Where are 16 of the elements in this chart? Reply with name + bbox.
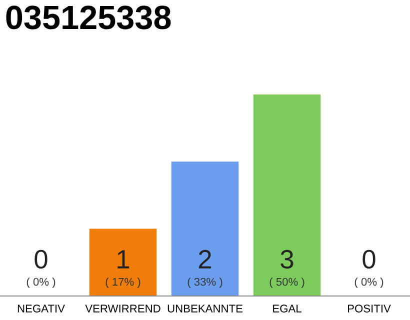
annotation: ( 17% ) xyxy=(106,278,140,288)
x-tick-label: UNBEKANNTE xyxy=(168,304,242,312)
annotation: ( 33% ) xyxy=(188,278,222,288)
x-tick-label: EGAL xyxy=(273,304,302,312)
annotation: ( 50% ) xyxy=(270,278,304,288)
chart-title: 035125338 xyxy=(6,6,171,30)
data-label: 0 xyxy=(362,250,376,269)
x-tick-label: NEGATIV xyxy=(18,304,65,312)
annotation: ( 0% ) xyxy=(354,278,384,288)
annotation: ( 0% ) xyxy=(26,278,56,288)
data-label: 2 xyxy=(198,250,212,268)
x-tick-label: POSITIV xyxy=(348,304,391,312)
data-label: 3 xyxy=(280,250,294,269)
data-label: 1 xyxy=(118,250,130,268)
data-label: 0 xyxy=(34,250,48,269)
x-tick-label: VERWIRREND xyxy=(85,304,160,312)
